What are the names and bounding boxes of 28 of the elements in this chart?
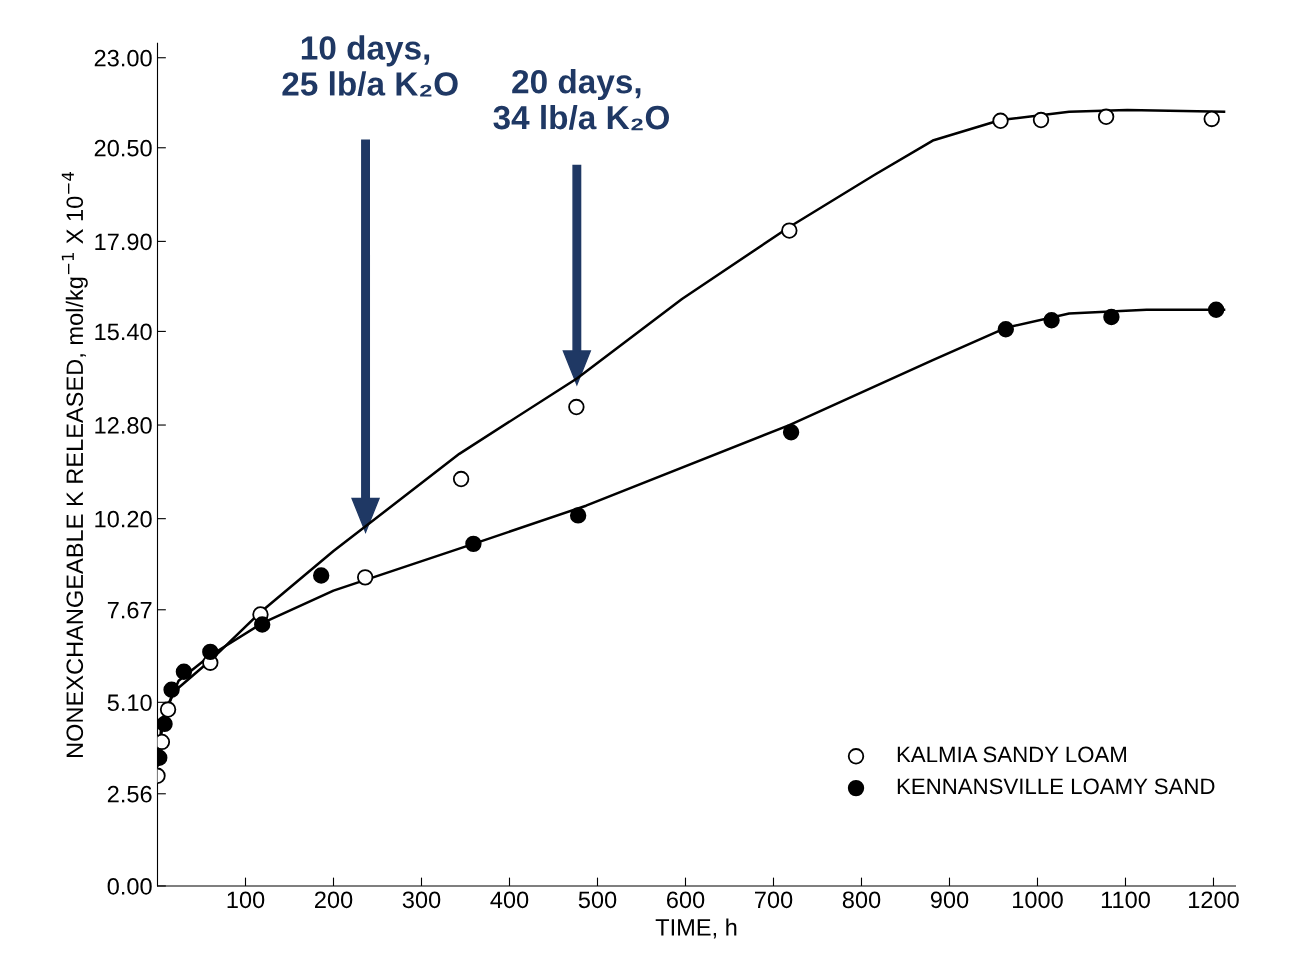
y-tick-label: 10.20 (95, 510, 152, 528)
x-tick-label: 300 (402, 891, 441, 909)
x-tick-label: 100 (227, 891, 265, 909)
y-axis-title: NONEXCHANGEABLE K RELEASED, mol/kg$^{−1}$ X 10$^{−4}$ (61, 172, 88, 758)
legend-label: KALMIA SANDY LOAM (897, 746, 1126, 763)
x-tick-label: 700 (755, 891, 793, 909)
y-tick-label: 20.50 (94, 139, 152, 157)
y-tick-label: 7.67 (107, 601, 152, 619)
y-tick-label: 23.00 (94, 49, 152, 67)
x-tick-label: 600 (667, 891, 705, 909)
x-tick-label: 200 (314, 891, 353, 909)
x-axis-title: TIME, h (655, 918, 737, 939)
y-tick-label: 0.00 (107, 878, 152, 895)
x-tick-label: 500 (578, 891, 617, 909)
y-tick-label: 5.10 (107, 694, 152, 712)
legend-label: KENNANSVILLE LOAMY SAND (897, 778, 1215, 795)
y-tick-label: 12.80 (95, 417, 152, 434)
x-tick-label: 1000 (1013, 891, 1063, 909)
annotation: 10 days, 25 lb/a K₂O (282, 35, 458, 97)
y-tick-label: 2.56 (107, 785, 152, 803)
x-tick-label: 1200 (1189, 891, 1239, 909)
x-tick-label: 400 (490, 891, 529, 909)
x-tick-label: 1100 (1101, 891, 1150, 909)
y-tick-label: 17.90 (95, 233, 152, 251)
x-tick-label: 800 (842, 891, 881, 909)
annotation: 20 days, 34 lb/a K₂O (493, 69, 669, 131)
y-tick-label: 15.40 (95, 323, 152, 341)
x-tick-label: 900 (930, 891, 969, 909)
